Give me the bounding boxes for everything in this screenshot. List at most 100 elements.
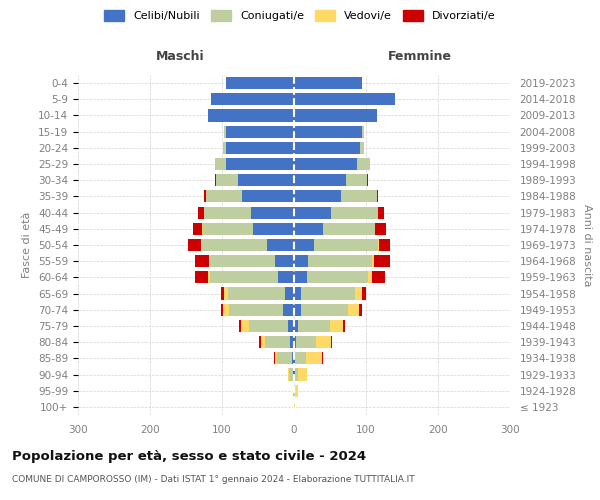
Bar bbox=[294, 384, 295, 397]
Bar bbox=[374, 222, 376, 235]
Bar bbox=[377, 190, 378, 202]
Bar bbox=[294, 222, 323, 235]
Bar bbox=[294, 190, 341, 202]
Bar bbox=[294, 272, 307, 283]
Bar bbox=[224, 288, 228, 300]
Bar bbox=[362, 126, 364, 138]
Bar bbox=[275, 352, 277, 364]
Text: Maschi: Maschi bbox=[155, 50, 205, 62]
Bar bbox=[295, 384, 298, 397]
Bar bbox=[301, 288, 355, 300]
Bar bbox=[221, 288, 224, 300]
Bar bbox=[265, 336, 290, 348]
Bar bbox=[278, 272, 294, 283]
Bar bbox=[274, 352, 275, 364]
Bar bbox=[298, 368, 307, 380]
Bar bbox=[277, 352, 292, 364]
Bar bbox=[294, 174, 346, 186]
Bar bbox=[209, 255, 211, 268]
Bar bbox=[331, 336, 332, 348]
Bar bbox=[323, 222, 374, 235]
Bar bbox=[275, 255, 294, 268]
Bar bbox=[355, 288, 362, 300]
Bar bbox=[292, 352, 294, 364]
Bar bbox=[294, 304, 301, 316]
Bar bbox=[314, 239, 377, 251]
Bar bbox=[368, 272, 372, 283]
Bar bbox=[241, 320, 248, 332]
Bar bbox=[294, 77, 362, 89]
Bar bbox=[308, 255, 372, 268]
Bar bbox=[294, 255, 308, 268]
Bar bbox=[211, 255, 275, 268]
Bar bbox=[293, 384, 294, 397]
Text: Femmine: Femmine bbox=[388, 50, 452, 62]
Bar bbox=[294, 320, 298, 332]
Bar bbox=[286, 288, 294, 300]
Bar bbox=[193, 222, 202, 235]
Text: Popolazione per età, sesso e stato civile - 2024: Popolazione per età, sesso e stato civil… bbox=[12, 450, 366, 463]
Bar bbox=[204, 206, 251, 218]
Bar bbox=[301, 304, 348, 316]
Bar bbox=[288, 320, 294, 332]
Bar bbox=[188, 239, 201, 251]
Y-axis label: Anni di nascita: Anni di nascita bbox=[582, 204, 592, 286]
Bar bbox=[248, 320, 288, 332]
Bar bbox=[378, 206, 384, 218]
Bar bbox=[224, 126, 226, 138]
Bar bbox=[294, 368, 295, 380]
Bar bbox=[294, 142, 360, 154]
Bar bbox=[294, 336, 296, 348]
Bar bbox=[294, 288, 301, 300]
Bar bbox=[372, 272, 385, 283]
Bar bbox=[259, 336, 261, 348]
Bar bbox=[289, 368, 293, 380]
Bar bbox=[228, 288, 286, 300]
Bar bbox=[343, 320, 345, 332]
Bar bbox=[202, 222, 203, 235]
Y-axis label: Fasce di età: Fasce di età bbox=[22, 212, 32, 278]
Bar bbox=[203, 222, 253, 235]
Bar bbox=[208, 110, 294, 122]
Bar bbox=[204, 190, 206, 202]
Legend: Celibi/Nubili, Coniugati/e, Vedovi/e, Divorziati/e: Celibi/Nubili, Coniugati/e, Vedovi/e, Di… bbox=[100, 6, 500, 26]
Bar bbox=[290, 336, 294, 348]
Bar bbox=[253, 222, 294, 235]
Bar bbox=[298, 320, 330, 332]
Bar bbox=[294, 93, 395, 106]
Bar bbox=[206, 190, 242, 202]
Bar bbox=[226, 142, 294, 154]
Bar bbox=[294, 126, 362, 138]
Bar bbox=[295, 352, 306, 364]
Bar bbox=[341, 190, 377, 202]
Bar bbox=[202, 239, 266, 251]
Bar bbox=[287, 368, 289, 380]
Bar bbox=[372, 255, 374, 268]
Bar bbox=[348, 304, 359, 316]
Bar bbox=[322, 352, 323, 364]
Bar bbox=[226, 126, 294, 138]
Bar bbox=[295, 368, 298, 380]
Bar bbox=[358, 158, 370, 170]
Bar bbox=[376, 222, 386, 235]
Bar bbox=[229, 304, 283, 316]
Bar bbox=[362, 288, 366, 300]
Bar bbox=[330, 320, 343, 332]
Bar bbox=[293, 368, 294, 380]
Bar bbox=[223, 304, 229, 316]
Bar bbox=[221, 304, 223, 316]
Bar bbox=[215, 174, 216, 186]
Bar bbox=[307, 272, 368, 283]
Bar bbox=[210, 272, 278, 283]
Bar bbox=[242, 190, 294, 202]
Bar bbox=[226, 77, 294, 89]
Bar bbox=[359, 304, 362, 316]
Bar bbox=[201, 239, 202, 251]
Bar bbox=[283, 304, 294, 316]
Bar bbox=[306, 352, 322, 364]
Bar bbox=[296, 336, 316, 348]
Bar bbox=[294, 352, 295, 364]
Bar bbox=[238, 174, 294, 186]
Bar bbox=[215, 158, 226, 170]
Bar bbox=[266, 239, 294, 251]
